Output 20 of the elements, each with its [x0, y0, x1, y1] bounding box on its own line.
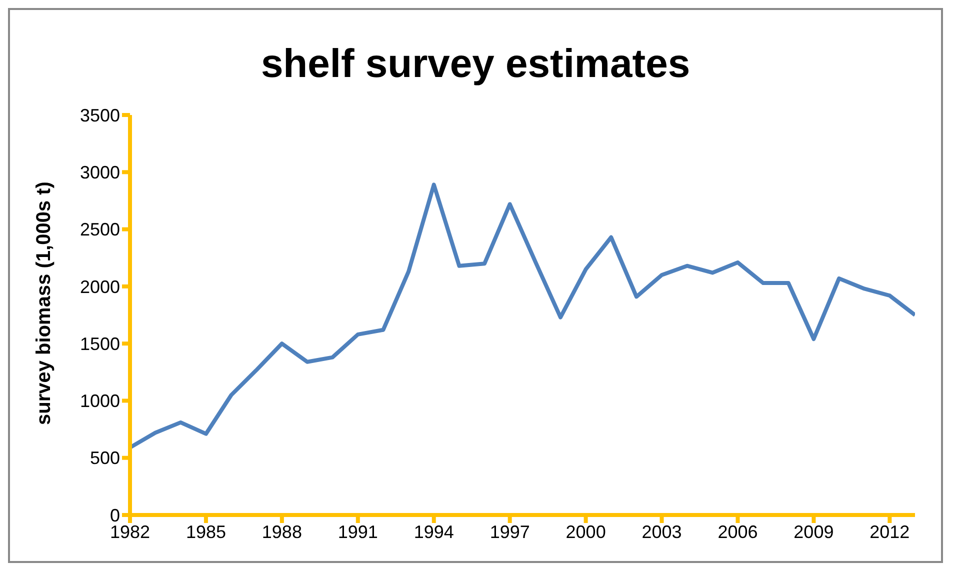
x-tick-label: 1985	[186, 522, 226, 542]
y-tick-label: 2500	[80, 220, 120, 240]
x-tick-label: 2009	[794, 522, 834, 542]
y-axis-title: survey biomass (1,000s t)	[33, 182, 56, 425]
x-tick-label: 1988	[262, 522, 302, 542]
y-tick-label: 2000	[80, 276, 120, 297]
x-tick-label: 2000	[566, 522, 606, 542]
x-tick-label: 1991	[338, 522, 378, 542]
chart-title: shelf survey estimates	[260, 42, 692, 87]
y-tick-label: 1500	[80, 334, 120, 354]
x-tick-label: 2006	[718, 522, 758, 542]
line-series	[130, 182, 915, 450]
y-tick-label: 3000	[80, 162, 120, 183]
x-tick-label: 1994	[414, 522, 454, 542]
y-tick-label: 500	[90, 448, 120, 468]
y-tick-label: 1000	[80, 391, 120, 412]
y-tick-label: 3500	[80, 105, 120, 126]
x-tick-label: 2012	[870, 522, 910, 542]
x-tick-label: 1997	[490, 522, 530, 542]
x-tick-label: 2003	[642, 522, 682, 542]
